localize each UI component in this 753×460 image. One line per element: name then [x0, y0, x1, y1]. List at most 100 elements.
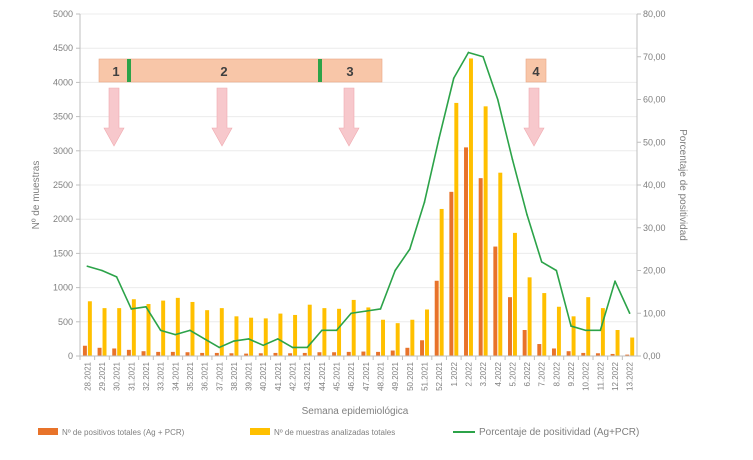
x-tick-label: 42.2021	[289, 361, 298, 390]
positivity-series-line	[87, 51, 631, 349]
positivity-point	[159, 329, 162, 332]
samples-bar	[571, 316, 576, 356]
phase-band	[525, 58, 547, 83]
positivity-point	[423, 201, 426, 203]
positivity-point	[365, 310, 367, 312]
positivity-point	[174, 333, 177, 336]
y2-tick-label: 70,00	[643, 52, 666, 62]
y-tick-label: 2000	[53, 214, 73, 224]
positives-bar	[244, 353, 249, 356]
samples-bar	[263, 318, 268, 356]
samples-bar	[527, 277, 532, 356]
x-tick-label: 45.2021	[333, 361, 342, 390]
legend: Nº de positivos totales (Ag + PCR) Nº de …	[38, 427, 639, 438]
positivity-point	[511, 158, 514, 161]
positivity-point	[145, 306, 147, 308]
samples-bar	[117, 308, 122, 356]
positivity-point	[394, 269, 396, 272]
positivity-point	[496, 98, 499, 101]
samples-bar	[410, 319, 415, 356]
y2-tick-label: 50,00	[643, 137, 666, 147]
positives-bar	[126, 349, 131, 356]
x-tick-label: 51.2021	[420, 361, 429, 390]
phase-label: 2	[220, 64, 227, 79]
y2-tick-label: 80,00	[643, 9, 666, 19]
positives-bar	[214, 352, 219, 356]
x-tick-label: 32.2021	[142, 361, 151, 390]
y-tick-label: 4500	[53, 43, 73, 53]
x-tick-label: 39.2021	[245, 361, 254, 390]
positivity-point	[540, 261, 543, 263]
legend-label: Porcentaje de positividad (Ag+PCR)	[479, 427, 639, 438]
positives-bar	[464, 147, 468, 356]
phase-annotations: 1 2 3 4	[98, 58, 547, 147]
samples-bar	[512, 232, 517, 356]
positivity-point	[277, 338, 279, 340]
positivity-point	[584, 329, 587, 332]
x-tick-label: 1.2022	[450, 361, 459, 386]
positives-bar	[566, 351, 571, 356]
positives-bar	[625, 354, 630, 356]
x-tick-label: 7.2022	[538, 361, 547, 386]
positivity-point	[526, 214, 528, 216]
x-tick-label: 2.2022	[464, 361, 473, 386]
positives-bar	[434, 280, 439, 356]
y2-tick-label: 0,00	[643, 351, 661, 361]
positives-bar	[112, 348, 117, 356]
phase-arrow	[523, 87, 545, 147]
positivity-point	[218, 346, 221, 349]
positives-bar	[420, 340, 425, 356]
y2-tick-label: 40,00	[643, 180, 666, 190]
positives-bar	[361, 351, 366, 356]
x-tick-label: 28.2021	[83, 361, 92, 390]
y-tick-label: 1000	[53, 283, 73, 293]
positives-bar	[170, 351, 175, 356]
x-tick-label: 37.2021	[215, 361, 224, 390]
x-tick-label: 9.2022	[567, 361, 576, 386]
samples-bar	[600, 308, 605, 356]
positivity-point	[628, 312, 631, 315]
samples-bar	[175, 297, 180, 356]
x-tick-label: 52.2021	[435, 361, 444, 390]
x-tick-label: 5.2022	[508, 361, 517, 386]
samples-bar	[556, 306, 561, 356]
samples-bar	[425, 309, 429, 356]
positivity-point	[570, 325, 572, 327]
y-tick-label: 3000	[53, 146, 73, 156]
samples-bar	[586, 297, 591, 356]
x-tick-label: 50.2021	[406, 361, 415, 390]
samples-bar	[615, 330, 620, 356]
positives-bar	[82, 345, 87, 356]
positives-bar	[302, 352, 307, 356]
samples-bar	[630, 337, 635, 356]
positivity-point	[599, 329, 602, 332]
x-tick-label: 35.2021	[186, 361, 195, 390]
samples-bar	[278, 313, 283, 356]
phase-arrow	[338, 87, 360, 147]
x-tick-label: 48.2021	[376, 361, 385, 390]
y-tick-label: 2500	[53, 180, 73, 190]
samples-bar	[307, 304, 312, 356]
positives-bar	[156, 351, 161, 356]
samples-bar	[381, 319, 386, 356]
positivity-point	[350, 312, 352, 315]
samples-bar	[205, 310, 210, 356]
positivity-point	[438, 137, 440, 139]
positives-bar	[332, 352, 337, 356]
samples-bar	[146, 304, 151, 356]
x-axis-title: Semana epidemiológica	[302, 406, 409, 417]
bars	[82, 58, 635, 357]
positivity-point	[379, 308, 382, 310]
positives-bar	[273, 352, 278, 356]
phase-arrow	[103, 87, 125, 147]
x-tick-label: 13.2022	[626, 361, 635, 390]
positivity-point	[291, 346, 294, 349]
positivity-point	[482, 55, 484, 58]
positives-bar	[258, 353, 263, 356]
x-tick-label: 40.2021	[259, 361, 268, 390]
positivity-point	[101, 269, 103, 272]
phase-arrow	[211, 87, 233, 147]
y2-axis-title: Porcentaje de positividad	[677, 129, 688, 241]
x-tick-label: 46.2021	[347, 361, 356, 390]
samples-bar	[454, 102, 459, 356]
